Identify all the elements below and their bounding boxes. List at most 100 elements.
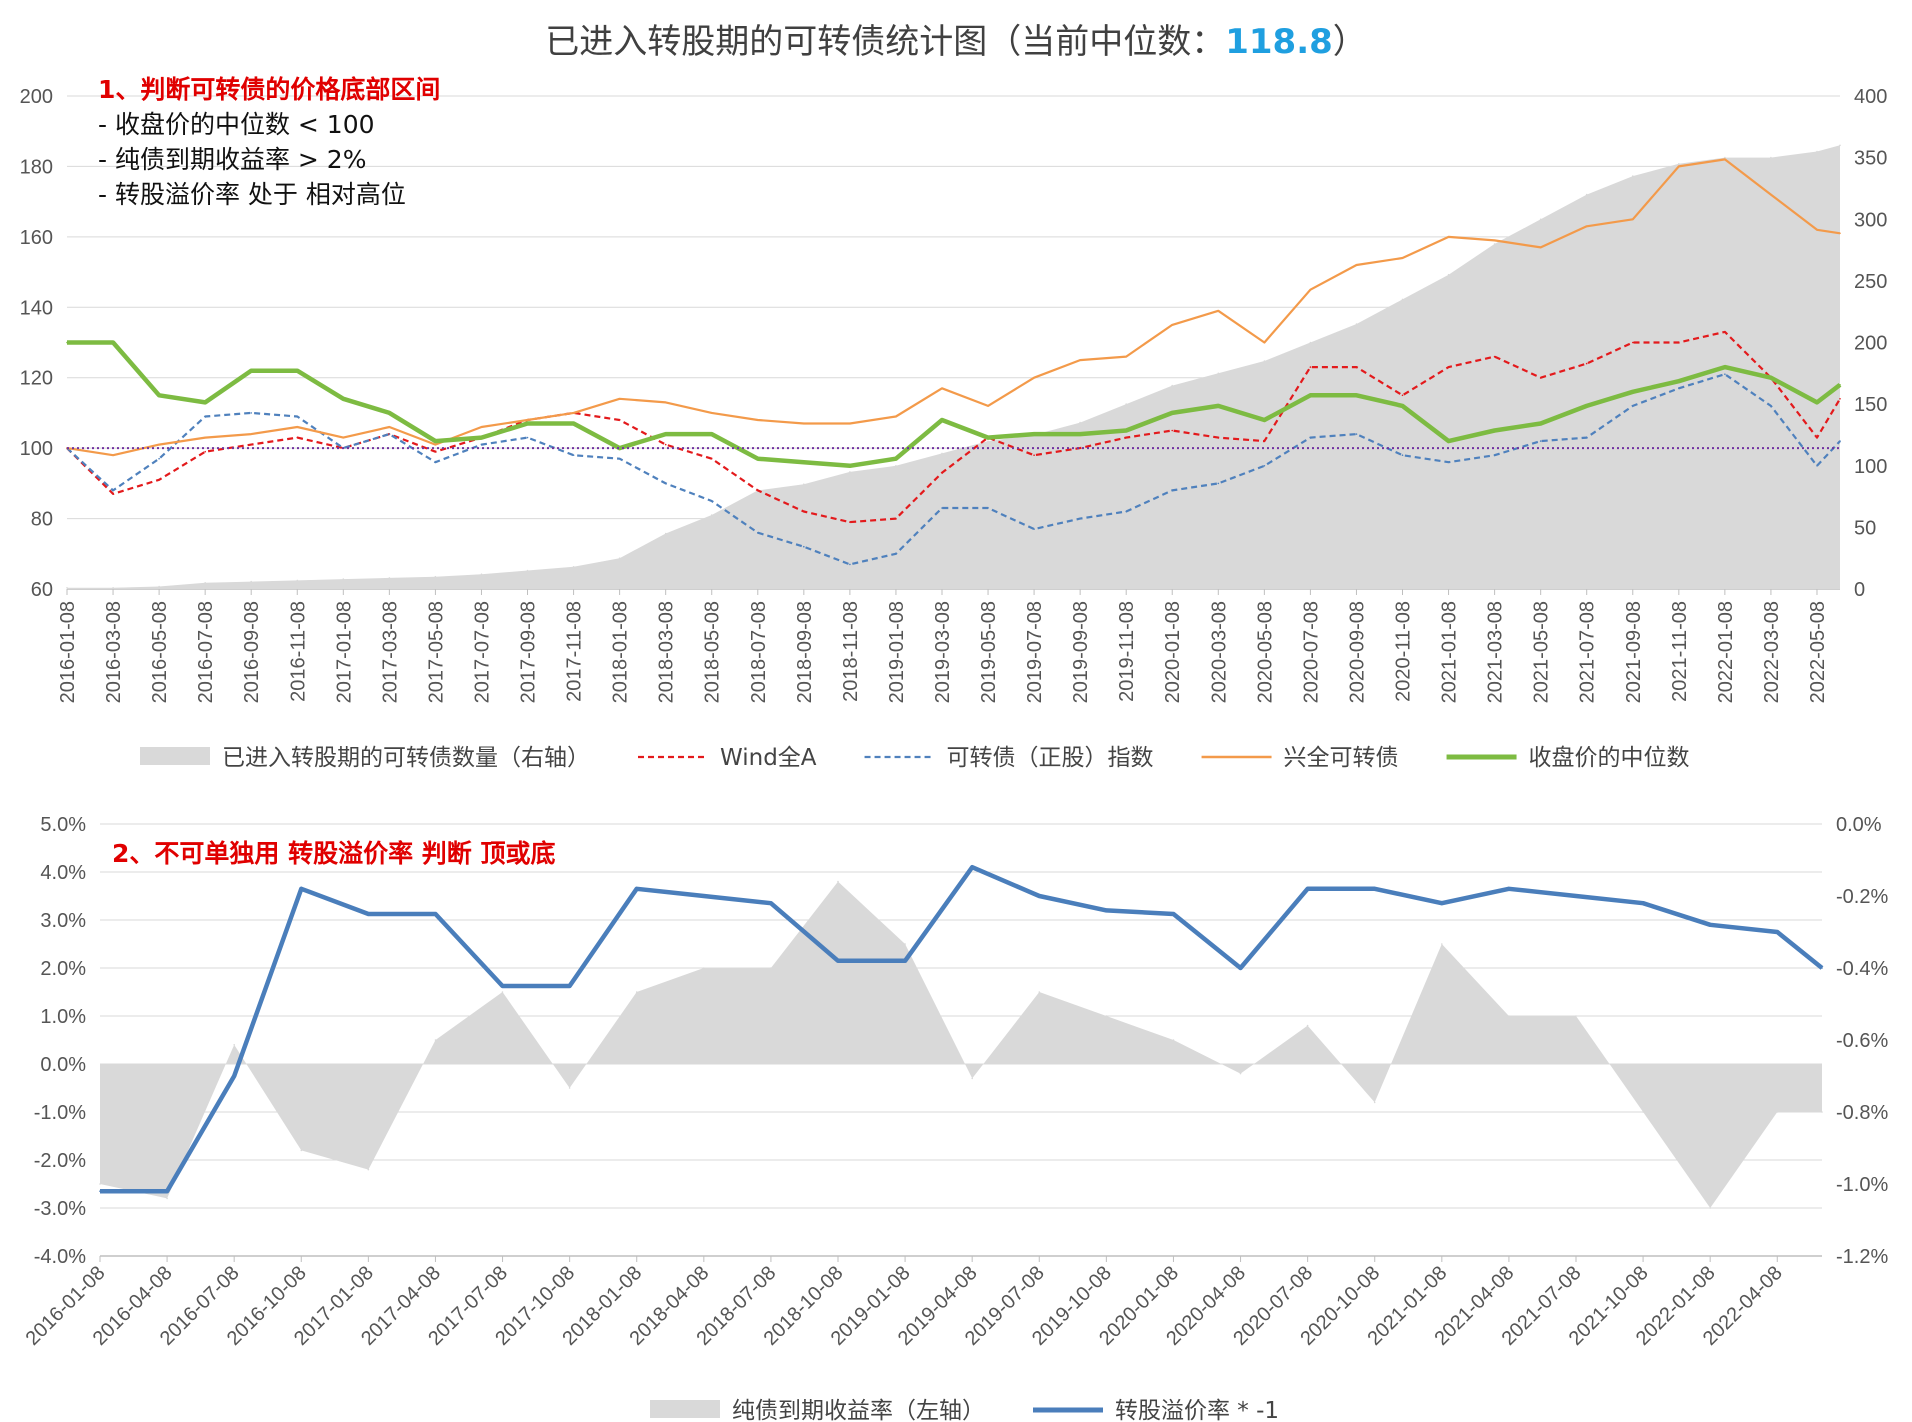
- data-point-4: [618, 447, 621, 449]
- data-point-0: [895, 465, 897, 467]
- data-point-4: [1217, 405, 1220, 407]
- data-point-2: [618, 457, 621, 460]
- data-point-3: [1125, 355, 1127, 358]
- x-tick-label: 2021-11-08: [1669, 601, 1691, 702]
- data-point-2: [664, 482, 667, 485]
- data-point-4: [1125, 429, 1127, 432]
- data-point-1: [710, 457, 713, 460]
- data-point-4: [941, 419, 943, 421]
- y-left-tick-label: -4.0%: [34, 1246, 86, 1268]
- data-point-4: [250, 369, 252, 372]
- data-point-0: [1632, 175, 1634, 177]
- data-point-0: [1709, 1207, 1711, 1209]
- y-left-tick-label: 4.0%: [40, 862, 86, 884]
- data-point-0: [1105, 1015, 1108, 1017]
- data-point-1: [1079, 447, 1081, 449]
- data-point-0: [1839, 144, 1841, 147]
- data-point-0: [971, 1077, 973, 1080]
- data-point-4: [1263, 419, 1266, 421]
- top-chart: 200 180 160 140 120 100 80 60 400 350 300 250 200 150…: [20, 86, 1888, 771]
- y-right-tick-label: 0: [1854, 579, 1865, 601]
- data-point-0: [568, 1087, 571, 1089]
- series-line-2: [66, 373, 1841, 566]
- data-point-2: [572, 454, 575, 457]
- data-point-0: [1508, 1015, 1510, 1017]
- data-point-4: [1447, 440, 1450, 442]
- data-point-2: [1263, 465, 1266, 467]
- data-point-0: [166, 1197, 168, 1200]
- x-tick-label: 2017-03-08: [379, 601, 401, 703]
- data-point-0: [941, 452, 943, 455]
- data-point-1: [837, 960, 839, 962]
- data-point-1: [1539, 376, 1542, 379]
- x-tick-label: 2018-01-08: [610, 601, 632, 703]
- data-point-3: [526, 419, 529, 421]
- x-tick-label: 2018-11-08: [840, 601, 862, 702]
- data-point-0: [987, 440, 989, 442]
- data-point-0: [635, 991, 638, 993]
- data-point-3: [618, 398, 621, 400]
- data-point-2: [112, 489, 114, 492]
- y-right-tick-label: 150: [1854, 394, 1887, 416]
- data-point-1: [300, 888, 303, 890]
- data-point-4: [895, 457, 897, 460]
- legend-label-1: Wind全A: [720, 745, 817, 771]
- x-tick-label: 2021-09-08: [1623, 601, 1645, 703]
- data-point-2: [204, 415, 206, 418]
- data-point-1: [904, 960, 906, 962]
- data-point-3: [388, 426, 391, 428]
- data-point-0: [66, 587, 68, 589]
- data-point-1: [849, 521, 851, 523]
- data-point-4: [757, 457, 759, 460]
- data-point-2: [987, 507, 989, 509]
- data-point-3: [710, 412, 713, 414]
- x-tick-label: 2018-09-08: [794, 601, 816, 703]
- data-point-0: [1263, 360, 1266, 362]
- legend-swatch-0: [140, 747, 210, 765]
- y-left-tick-label: 2.0%: [40, 958, 86, 980]
- data-point-0: [837, 880, 839, 883]
- data-point-3: [158, 443, 160, 446]
- data-point-1: [618, 419, 621, 421]
- data-point-2: [1355, 433, 1358, 435]
- data-point-1: [1447, 366, 1450, 368]
- data-point-3: [1585, 225, 1588, 228]
- x-tick-label: 2016-09-08: [241, 601, 263, 703]
- data-point-3: [342, 436, 345, 439]
- data-point-4: [526, 422, 529, 425]
- data-point-2: [1447, 461, 1450, 464]
- title-close: ）: [1332, 22, 1367, 62]
- data-point-2: [1217, 482, 1220, 485]
- data-point-2: [388, 433, 391, 435]
- data-point-4: [664, 433, 667, 435]
- data-point-2: [1079, 517, 1081, 520]
- data-point-4: [480, 436, 483, 439]
- data-point-1: [1821, 967, 1823, 969]
- y-left-tick-label: 160: [20, 227, 53, 249]
- x-tick-label: 2017-05-08: [425, 601, 447, 703]
- data-point-0: [112, 587, 114, 589]
- bottom-chart: 5.0% 4.0% 3.0% 2.0% 1.0% 0.0% -1.0% -2.0% -3.0% -…: [22, 814, 1889, 1422]
- data-point-2: [941, 507, 943, 509]
- data-point-2: [849, 563, 851, 566]
- data-point-0: [849, 471, 851, 473]
- data-point-3: [1539, 246, 1542, 249]
- data-point-2: [480, 443, 483, 446]
- data-point-2: [1724, 373, 1726, 376]
- data-point-1: [434, 913, 437, 915]
- data-point-0: [664, 532, 667, 535]
- legend-swatch-0: [650, 1400, 720, 1418]
- x-tick-label: 2022-05-08: [1807, 601, 1829, 703]
- data-point-2: [1678, 387, 1680, 390]
- data-point-3: [1816, 229, 1818, 231]
- x-tick-label: 2019-05-08: [978, 601, 1000, 703]
- data-point-1: [296, 436, 299, 439]
- data-point-3: [895, 415, 897, 418]
- data-point-2: [296, 415, 299, 418]
- data-point-3: [941, 387, 943, 390]
- data-point-0: [204, 582, 206, 584]
- data-point-2: [710, 500, 713, 502]
- data-point-0: [703, 967, 705, 969]
- data-point-0: [158, 585, 160, 588]
